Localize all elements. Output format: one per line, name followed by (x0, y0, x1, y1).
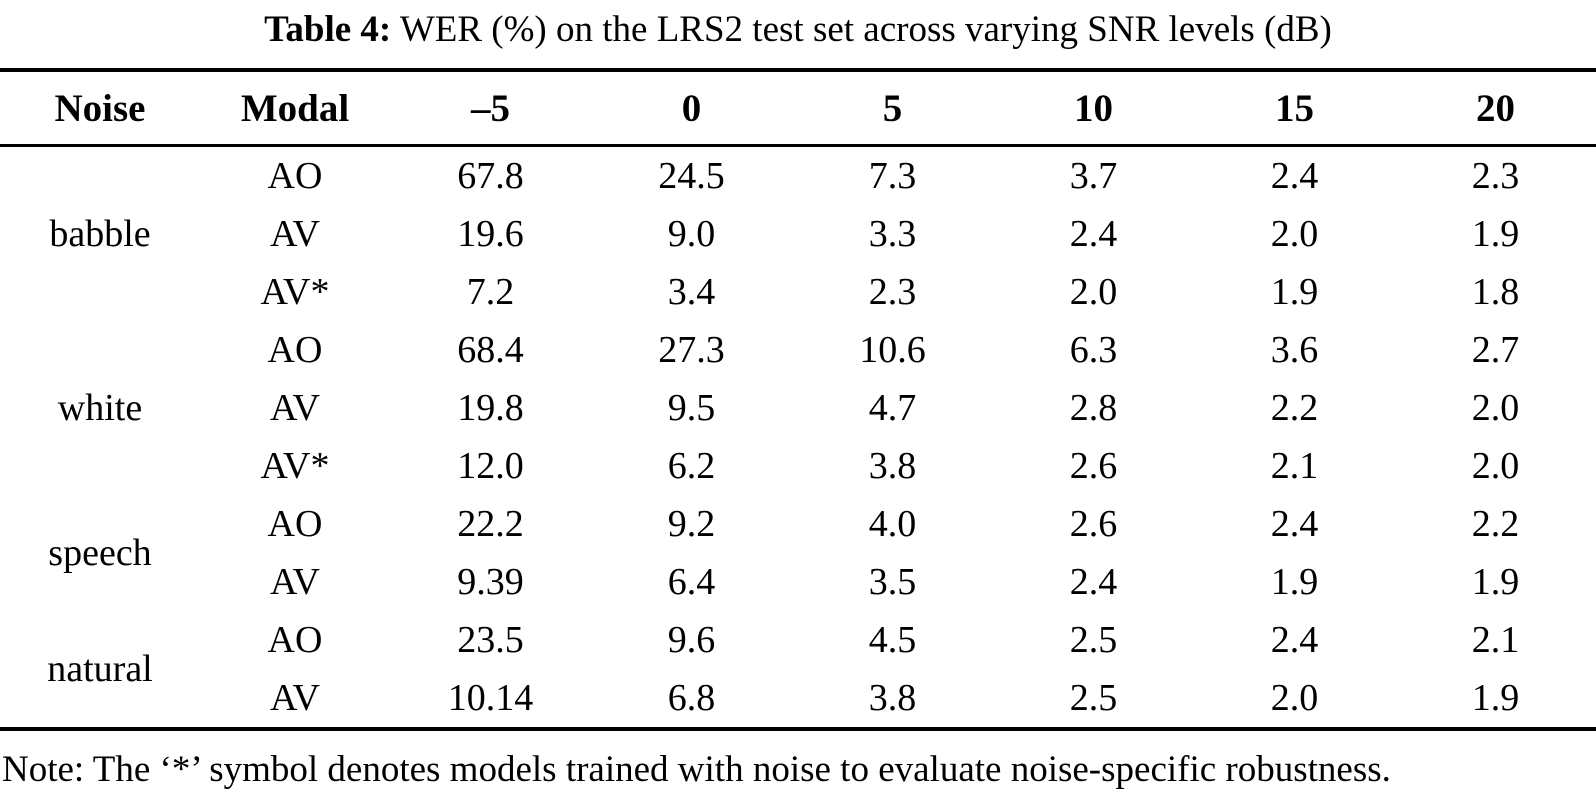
wer-cell: 7.3 (868, 155, 917, 197)
wer-cell: 2.3 (1471, 155, 1520, 197)
wer-cell: 68.4 (457, 329, 524, 371)
wer-cell: 2.4 (1069, 213, 1118, 255)
table-caption-label: Table 4: (264, 9, 392, 50)
table-row: AV 9.39 6.4 3.5 2.4 1.9 1.9 (0, 553, 1596, 611)
wer-cell: 4.7 (868, 387, 917, 429)
wer-cell: 2.6 (1069, 445, 1118, 487)
modal-cell: AV (270, 213, 320, 255)
wer-cell: 1.8 (1471, 271, 1520, 313)
wer-cell: 3.4 (667, 271, 716, 313)
modal-cell: AO (267, 329, 323, 371)
wer-cell: 9.39 (457, 561, 524, 603)
table-row: AV 10.14 6.8 3.8 2.5 2.0 1.9 (0, 669, 1596, 729)
wer-cell: 24.5 (658, 155, 725, 197)
table-caption: Table 4: WER (%) on the LRS2 test set ac… (0, 0, 1596, 68)
wer-cell: 19.6 (457, 213, 524, 255)
wer-cell: 2.0 (1270, 213, 1319, 255)
wer-cell: 3.8 (868, 445, 917, 487)
table-caption-text: WER (%) on the LRS2 test set across vary… (391, 9, 1332, 50)
wer-cell: 1.9 (1471, 677, 1520, 719)
col-header-snr-10: 10 (1074, 86, 1113, 130)
modal-cell: AO (267, 619, 323, 661)
wer-cell: 23.5 (457, 619, 524, 661)
wer-cell: 9.6 (667, 619, 716, 661)
wer-cell: 3.5 (868, 561, 917, 603)
table-row: speech AO 22.2 9.2 4.0 2.6 2.4 2.2 (0, 495, 1596, 574)
wer-cell: 6.8 (667, 677, 716, 719)
wer-cell: 6.4 (667, 561, 716, 603)
wer-cell: 2.2 (1471, 503, 1520, 545)
modal-cell: AO (267, 155, 323, 197)
wer-cell: 3.7 (1069, 155, 1118, 197)
col-header-noise: Noise (54, 86, 146, 130)
wer-cell: 3.8 (868, 677, 917, 719)
wer-cell: 10.14 (447, 677, 534, 719)
modal-cell: AV (270, 677, 320, 719)
table-row: white AO 68.4 27.3 10.6 6.3 3.6 2.7 (0, 321, 1596, 429)
modal-cell: AV (270, 561, 320, 603)
wer-cell: 7.2 (466, 271, 515, 313)
table-row: AV* 7.2 3.4 2.3 2.0 1.9 1.8 (0, 263, 1596, 321)
footnote: Note: The ‘*’ symbol denotes models trai… (2, 749, 1391, 790)
wer-cell: 1.9 (1471, 561, 1520, 603)
wer-cell: 10.6 (859, 329, 926, 371)
wer-cell: 2.1 (1471, 619, 1520, 661)
wer-cell: 2.2 (1270, 387, 1319, 429)
wer-cell: 27.3 (658, 329, 725, 371)
wer-cell: 2.5 (1069, 619, 1118, 661)
wer-cell: 9.2 (667, 503, 716, 545)
table-row: AV* 12.0 6.2 3.8 2.6 2.1 2.0 (0, 437, 1596, 495)
wer-cell: 3.3 (868, 213, 917, 255)
modal-cell: AV* (260, 271, 330, 313)
wer-cell: 2.0 (1471, 387, 1520, 429)
wer-cell: 12.0 (457, 445, 524, 487)
wer-cell: 2.7 (1471, 329, 1520, 371)
table-row: AV 19.8 9.5 4.7 2.8 2.2 2.0 (0, 379, 1596, 437)
modal-cell: AV* (260, 445, 330, 487)
noise-group-label-white: white (57, 387, 143, 429)
wer-cell: 9.0 (667, 213, 716, 255)
col-header-snr-15: 15 (1275, 86, 1314, 130)
wer-table: Noise Modal –5 0 5 10 15 20 babble AO 67… (0, 68, 1596, 731)
wer-cell: 4.0 (868, 503, 917, 545)
wer-cell: 2.5 (1069, 677, 1118, 719)
modal-cell: AO (267, 503, 323, 545)
wer-cell: 1.9 (1471, 213, 1520, 255)
noise-group-label-natural: natural (47, 648, 153, 690)
col-header-snr-0: 0 (681, 86, 702, 130)
wer-cell: 6.3 (1069, 329, 1118, 371)
wer-cell: 9.5 (667, 387, 716, 429)
wer-cell: 2.0 (1069, 271, 1118, 313)
wer-cell: 22.2 (457, 503, 524, 545)
modal-cell: AV (270, 387, 320, 429)
col-header-snr-5: 5 (882, 86, 903, 130)
wer-cell: 2.0 (1471, 445, 1520, 487)
wer-cell: 2.4 (1270, 155, 1319, 197)
table-row: AV 19.6 9.0 3.3 2.4 2.0 1.9 (0, 205, 1596, 263)
wer-cell: 3.6 (1270, 329, 1319, 371)
wer-cell: 2.4 (1270, 503, 1319, 545)
wer-cell: 2.6 (1069, 503, 1118, 545)
wer-cell: 2.4 (1270, 619, 1319, 661)
wer-cell: 1.9 (1270, 561, 1319, 603)
wer-cell: 2.1 (1270, 445, 1319, 487)
noise-group-label-babble: babble (49, 213, 151, 255)
header-row: Noise Modal –5 0 5 10 15 20 (0, 70, 1596, 146)
col-header-snr-neg5: –5 (471, 86, 510, 130)
wer-cell: 2.8 (1069, 387, 1118, 429)
wer-cell: 2.0 (1270, 677, 1319, 719)
table-row: natural AO 23.5 9.6 4.5 2.5 2.4 2.1 (0, 611, 1596, 690)
wer-cell: 6.2 (667, 445, 716, 487)
wer-cell: 19.8 (457, 387, 524, 429)
wer-cell: 2.3 (868, 271, 917, 313)
table-row: babble AO 67.8 24.5 7.3 3.7 2.4 2.3 (0, 146, 1596, 255)
wer-cell: 67.8 (457, 155, 524, 197)
noise-group-label-speech: speech (48, 532, 152, 574)
wer-cell: 1.9 (1270, 271, 1319, 313)
wer-cell: 4.5 (868, 619, 917, 661)
col-header-modal: Modal (240, 86, 350, 130)
wer-cell: 2.4 (1069, 561, 1118, 603)
col-header-snr-20: 20 (1476, 86, 1515, 130)
